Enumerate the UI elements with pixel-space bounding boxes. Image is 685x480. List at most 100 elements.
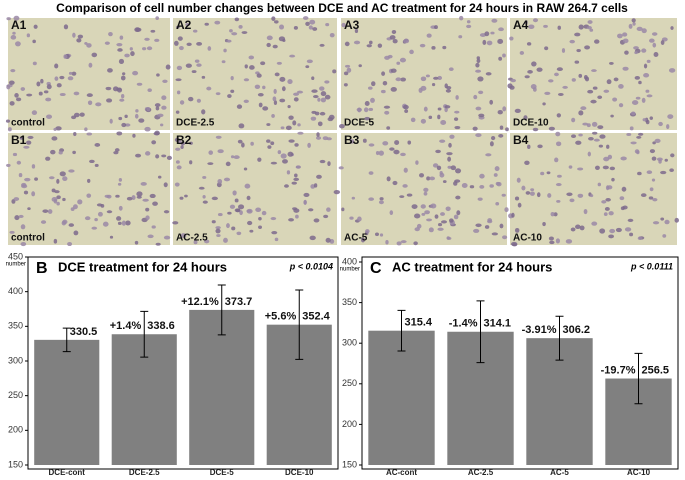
value-label: 314.1 <box>484 318 512 330</box>
cell <box>316 174 322 179</box>
cell <box>510 78 516 83</box>
cell <box>420 204 426 209</box>
cell <box>154 103 161 107</box>
x-tick-label: DCE-2.5 <box>129 468 160 477</box>
cell <box>136 82 143 86</box>
cell <box>431 83 436 87</box>
cell <box>306 59 313 64</box>
cell <box>645 89 650 93</box>
cell <box>277 150 282 155</box>
error-bar <box>62 327 71 353</box>
x-tick-label: DCE-5 <box>210 468 235 477</box>
cell <box>175 110 180 114</box>
cell <box>433 76 439 80</box>
cell <box>231 32 238 36</box>
cell <box>288 218 294 222</box>
cell <box>437 223 443 227</box>
cell <box>305 65 310 69</box>
cell <box>620 206 625 211</box>
cell <box>96 203 103 207</box>
cell <box>426 218 433 222</box>
cell <box>509 85 515 90</box>
cell <box>89 159 95 164</box>
cell <box>223 48 227 53</box>
cell <box>156 73 160 77</box>
cell <box>179 196 184 200</box>
cell <box>124 114 128 119</box>
cell <box>631 111 636 116</box>
cell <box>536 67 543 72</box>
cell <box>180 141 185 146</box>
cell <box>384 110 390 115</box>
cell <box>274 237 279 242</box>
cell <box>455 168 462 174</box>
cell <box>95 102 102 107</box>
cell <box>606 79 612 85</box>
cell <box>204 239 210 244</box>
cell <box>379 197 384 201</box>
cell <box>279 76 286 82</box>
cell <box>59 75 65 80</box>
cell <box>630 141 637 145</box>
cell <box>151 225 156 229</box>
cell <box>382 141 389 146</box>
cell <box>628 23 633 29</box>
cell <box>491 232 498 236</box>
cell <box>287 105 291 109</box>
cell <box>297 131 304 135</box>
cell <box>504 207 509 213</box>
error-bar <box>555 315 564 361</box>
cell <box>621 186 627 192</box>
y-tick-label: 150 <box>8 459 23 469</box>
cell <box>646 59 651 64</box>
cell <box>24 177 31 182</box>
cell <box>54 63 59 69</box>
cell <box>670 26 674 30</box>
cell <box>163 182 168 188</box>
cell <box>87 100 93 106</box>
cell <box>161 95 167 101</box>
cell <box>255 207 262 213</box>
cell <box>229 29 233 33</box>
cell <box>598 144 603 148</box>
cell <box>638 80 642 85</box>
cell <box>648 196 654 200</box>
cell <box>403 104 409 110</box>
cell <box>378 150 384 156</box>
cell <box>84 216 91 221</box>
cell <box>466 20 471 24</box>
cell <box>618 84 624 89</box>
cell <box>587 151 591 157</box>
cell <box>499 223 504 229</box>
cell <box>324 94 331 100</box>
cell <box>553 212 558 217</box>
cell <box>588 136 594 141</box>
cell <box>84 127 88 132</box>
cell <box>574 60 580 64</box>
cell <box>215 92 221 96</box>
cell <box>227 211 232 215</box>
x-tick-label: AC-cont <box>386 468 417 477</box>
cell <box>145 207 150 212</box>
cell <box>548 79 554 83</box>
cell <box>125 220 131 226</box>
cell <box>637 132 644 136</box>
cell <box>478 113 485 118</box>
cell <box>652 221 660 225</box>
cell <box>392 39 398 44</box>
cell <box>20 224 26 230</box>
cell <box>395 77 402 82</box>
cell <box>325 23 330 27</box>
cell <box>641 48 647 53</box>
cell <box>282 39 286 42</box>
cell <box>338 166 344 170</box>
cell <box>243 167 248 171</box>
cell <box>194 59 200 63</box>
cell <box>270 217 277 221</box>
cell <box>561 48 566 53</box>
cell <box>302 16 309 20</box>
cell <box>10 69 16 73</box>
cell <box>207 46 212 51</box>
cell <box>23 145 30 149</box>
panel-id: A2 <box>176 18 192 32</box>
